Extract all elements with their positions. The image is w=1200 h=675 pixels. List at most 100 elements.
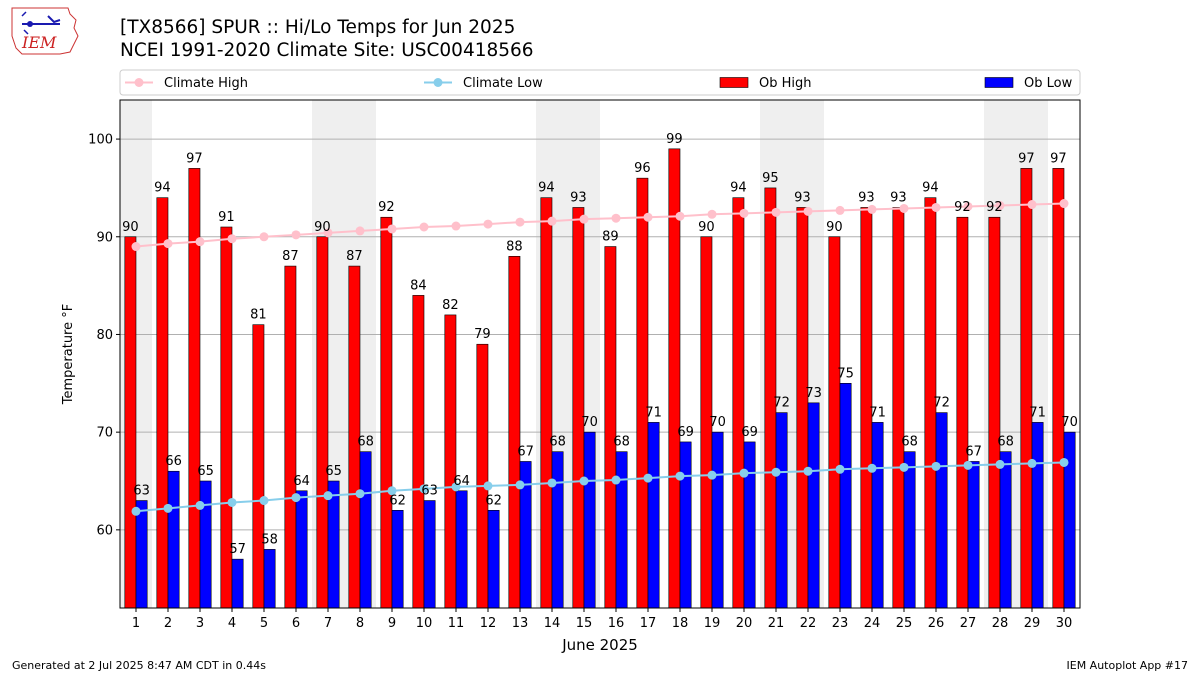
climate-high-point-7 [323, 228, 333, 238]
ob-high-bar-25 [892, 207, 905, 609]
ob-high-bar-9 [380, 216, 393, 609]
ob-high-value-label-17: 96 [634, 161, 651, 176]
ob-high-bar-7 [316, 236, 329, 609]
ob-low-bar-24 [871, 422, 884, 609]
climate-high-point-13 [515, 217, 525, 227]
y-axis-label: Temperature °F [61, 304, 76, 405]
ob-high-value-label-9: 92 [378, 200, 395, 215]
climate-low-point-3 [195, 500, 205, 510]
legend-box [119, 69, 1081, 96]
ob-low-value-label-12: 62 [485, 493, 502, 508]
ob-low-bar-4 [231, 558, 244, 609]
ob-low-bar-6 [295, 490, 308, 609]
ob-low-value-label-26: 72 [933, 396, 950, 411]
ob-high-value-label-4: 91 [218, 210, 235, 225]
ob-high-value-label-27: 92 [954, 200, 971, 215]
x-tick-label-17: 17 [640, 616, 657, 631]
ob-high-value-label-14: 94 [538, 181, 555, 196]
x-tick-label-25: 25 [896, 616, 913, 631]
ob-low-bar-14 [551, 451, 564, 609]
ob-high-bar-6 [284, 265, 297, 609]
climate-high-point-4 [227, 234, 237, 244]
ob-low-value-label-15: 70 [581, 415, 598, 430]
ob-low-value-label-9: 62 [389, 493, 406, 508]
ob-low-value-label-5: 58 [261, 532, 278, 547]
ob-low-bar-28 [999, 451, 1012, 609]
app-credit: IEM Autoplot App #17 [1066, 659, 1189, 672]
climate-low-point-29 [1027, 458, 1037, 468]
x-tick-label-28: 28 [992, 616, 1009, 631]
ob-high-value-label-22: 93 [794, 190, 811, 205]
ob-high-value-label-26: 94 [922, 181, 939, 196]
ob-low-bar-10 [423, 500, 436, 609]
legend-ob-low-label: Ob Low [1024, 76, 1073, 91]
chart-title: [TX8566] SPUR :: Hi/Lo Temps for Jun 202… [120, 17, 516, 38]
generated-timestamp: Generated at 2 Jul 2025 8:47 AM CDT in 0… [12, 659, 266, 672]
ob-high-value-label-29: 97 [1018, 151, 1035, 166]
ob-low-bar-21 [775, 412, 788, 609]
ob-high-bar-10 [412, 295, 425, 609]
climate-low-point-5 [259, 496, 269, 506]
ob-low-value-label-30: 70 [1061, 415, 1078, 430]
ob-high-value-label-15: 93 [570, 190, 587, 205]
ob-high-value-label-23: 90 [826, 220, 843, 235]
climate-low-line [135, 461, 1065, 513]
ob-high-value-label-11: 82 [442, 298, 459, 313]
ob-low-bar-3 [199, 480, 212, 609]
ob-low-value-label-16: 68 [613, 435, 630, 450]
x-tick-label-21: 21 [768, 616, 785, 631]
x-tick-label-11: 11 [448, 616, 465, 631]
ob-low-bar-12 [487, 510, 500, 609]
ob-high-bar-12 [476, 343, 489, 609]
climate-low-point-9 [387, 486, 397, 496]
ob-high-bar-15 [572, 207, 585, 609]
ob-low-bar-2 [167, 470, 180, 609]
ob-low-value-label-8: 68 [357, 435, 374, 450]
climate-high-point-22 [803, 206, 813, 216]
climate-high-point-8 [355, 226, 365, 236]
climate-high-point-28 [995, 201, 1005, 211]
ob-high-bar-30 [1052, 168, 1065, 609]
ob-low-value-label-14: 68 [549, 435, 566, 450]
legend: Climate High Climate Low Ob High Ob Low [119, 69, 1081, 96]
iem-logo: IEM [11, 7, 79, 55]
climate-high-point-24 [867, 204, 877, 214]
ob-low-bar-20 [743, 441, 756, 609]
ob-high-bar-13 [508, 256, 521, 609]
climate-low-point-26 [931, 461, 941, 471]
y-tick-label-100: 100 [88, 133, 113, 148]
x-tick-label-16: 16 [608, 616, 625, 631]
climate-high-point-21 [771, 207, 781, 217]
ob-low-bar-7 [327, 480, 340, 609]
climate-high-point-3 [195, 237, 205, 247]
ob-high-bar-3 [188, 168, 201, 609]
climate-high-line [135, 202, 1065, 248]
x-tick-label-19: 19 [704, 616, 721, 631]
ob-high-value-label-21: 95 [762, 171, 779, 186]
climate-low-point-30 [1059, 457, 1069, 467]
ob-high-value-label-19: 90 [698, 220, 715, 235]
climate-high-point-9 [387, 224, 397, 234]
climate-high-point-16 [611, 213, 621, 223]
climate-high-point-19 [707, 209, 717, 219]
x-tick-label-29: 29 [1024, 616, 1041, 631]
climate-low-point-17 [643, 473, 653, 483]
ob-high-bar-1 [124, 236, 137, 609]
ob-high-bar-2 [156, 197, 169, 609]
ob-high-value-label-1: 90 [122, 220, 139, 235]
climate-high-point-26 [931, 202, 941, 212]
climate-high-point-1 [131, 242, 141, 252]
ob-low-value-label-1: 63 [133, 484, 150, 499]
ob-low-bar-5 [263, 549, 276, 609]
x-tick-label-27: 27 [960, 616, 977, 631]
ob-high-value-label-13: 88 [506, 239, 523, 254]
ob-low-value-label-4: 57 [229, 542, 246, 557]
ob-high-value-label-6: 87 [282, 249, 299, 264]
ob-low-value-label-22: 73 [805, 386, 822, 401]
ob-high-value-label-5: 81 [250, 308, 267, 323]
ob-low-value-label-24: 71 [869, 405, 886, 420]
ob-high-value-label-18: 99 [666, 132, 683, 147]
chart-subtitle: NCEI 1991-2020 Climate Site: USC00418566 [120, 40, 534, 61]
ob-high-bar-16 [604, 246, 617, 609]
x-axis-label: June 2025 [561, 636, 638, 654]
